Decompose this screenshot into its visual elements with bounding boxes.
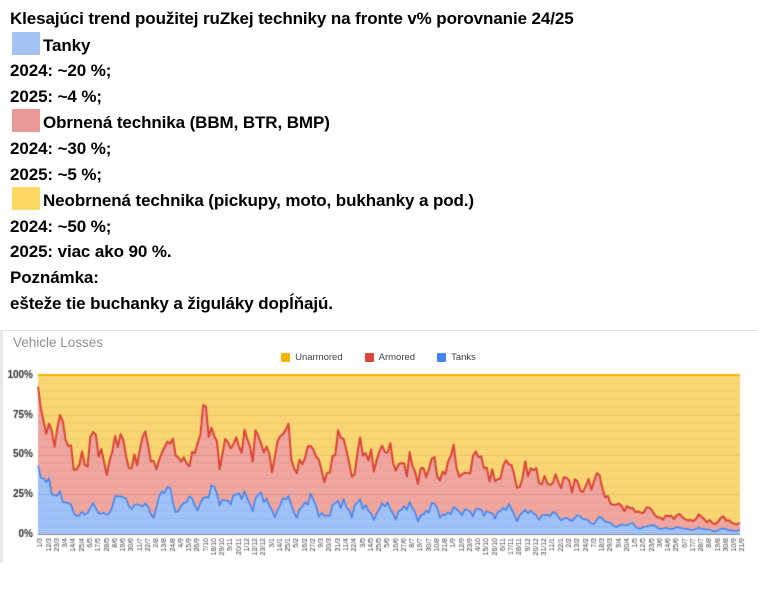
legend-item-tanks: Tanks [437,352,476,363]
legend-label-armored: Armored [378,352,416,363]
unarmored-color-swatch [12,187,40,211]
stat-unarmored-2025: 2025: viac ako 90 %. [10,242,172,262]
stat-unarmored-2024: 2024: ~50 %; [10,216,112,236]
key-line-tanks: Tanky [10,31,757,59]
post-title: Klesajúci trend použitej ruZkej techniky… [10,9,574,28]
note-text: ešteže tie buchanky a žiguláky dopĺňajú. [10,293,333,313]
stat-tanks-2024: 2024: ~20 %; [10,61,112,81]
chart-legend: Unarmored Armored Tanks [0,352,757,363]
card-left-border [0,331,3,563]
vehicle-losses-chart-card: Vehicle Losses Unarmored Armored Tanks [0,330,757,590]
post-text-block: Klesajúci trend použitej ruZkej techniky… [10,6,757,316]
legend-label-unarmored: Unarmored [295,352,343,363]
tanks-legend-swatch [437,353,447,362]
key-line-armored: Obrnená technika (BBM, BTR, BMP) [10,109,757,136]
armored-color-swatch [12,109,40,133]
unarmored-legend-swatch [281,353,291,362]
key-label-armored: Obrnená technika (BBM, BTR, BMP) [43,113,330,133]
stat-armored-2024: 2024: ~30 %; [10,138,112,158]
note-label: Poznámka: [10,267,99,287]
legend-item-unarmored: Unarmored [281,352,343,363]
stat-tanks-2025: 2025: ~4 %; [10,86,102,106]
legend-label-tanks: Tanks [451,352,476,363]
key-label-unarmored: Neobrnená technika (pickupy, moto, bukha… [43,191,474,211]
legend-item-armored: Armored [364,352,416,363]
key-line-unarmored: Neobrnená technika (pickupy, moto, bukha… [10,187,757,214]
stat-armored-2025: 2025: ~5 %; [10,164,102,184]
vehicle-losses-stacked-area-chart [0,331,757,590]
armored-legend-swatch [364,353,374,362]
chart-title: Vehicle Losses [13,335,104,350]
tanks-color-swatch [12,31,40,55]
key-label-tanks: Tanky [43,35,91,55]
